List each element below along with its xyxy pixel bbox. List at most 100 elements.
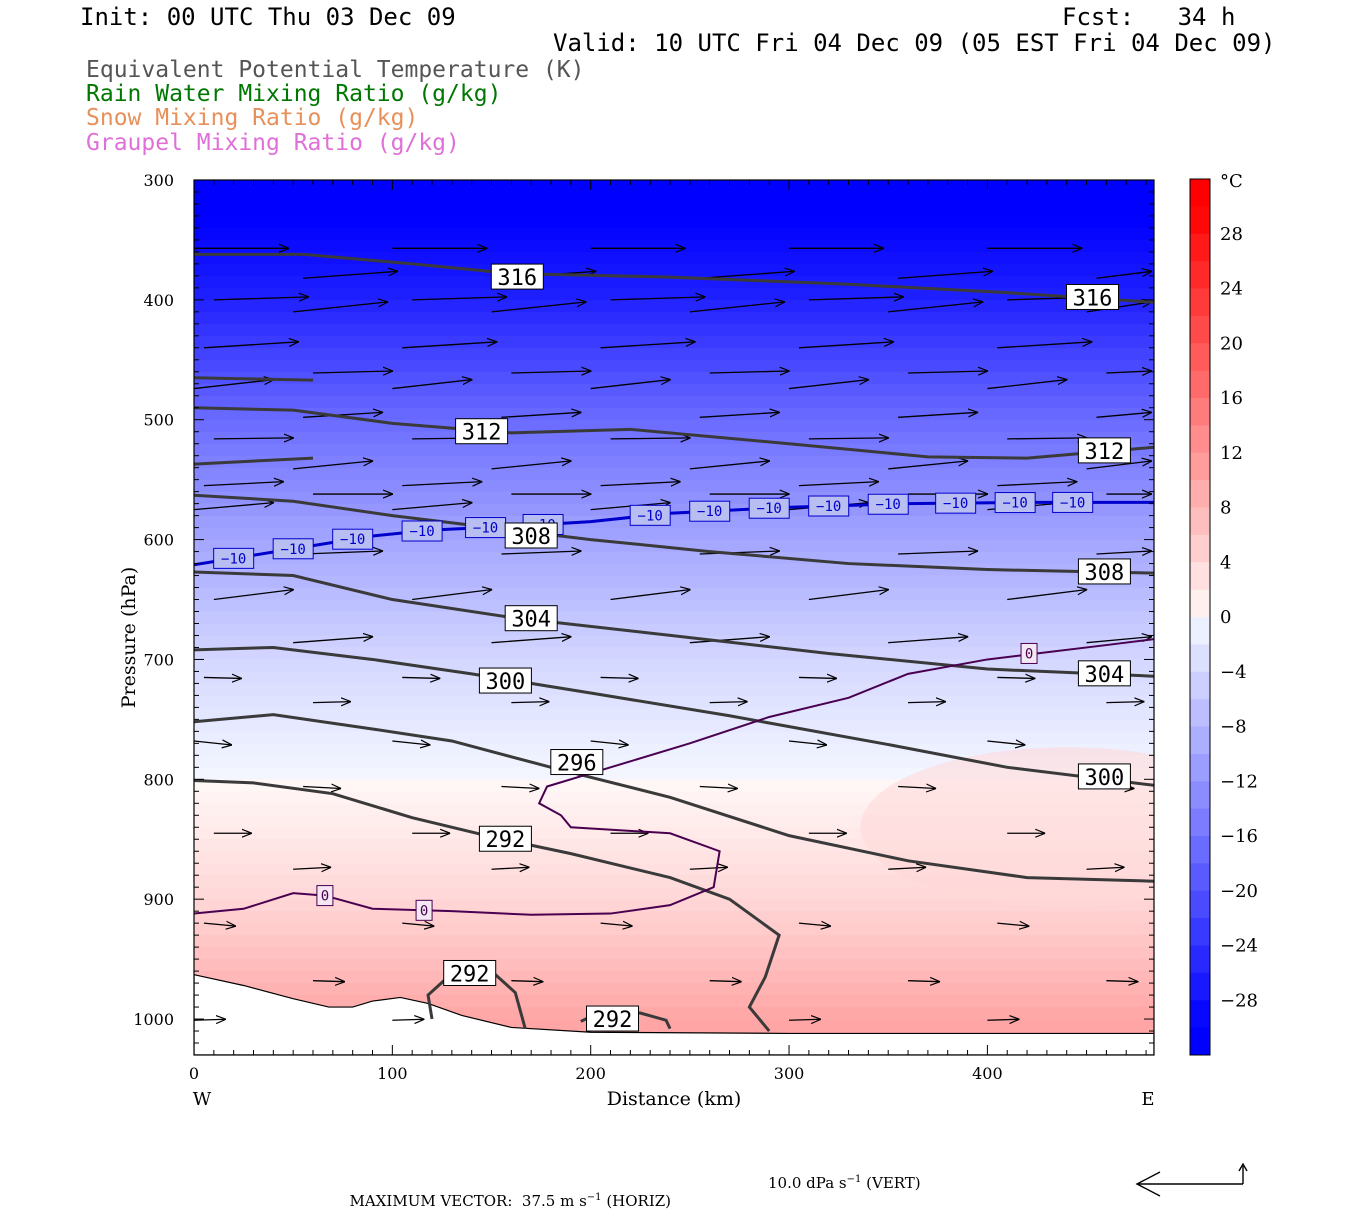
colorbar-swatch	[1190, 534, 1210, 563]
isotherm-label-box	[316, 885, 334, 907]
theta-e-label-box	[504, 605, 558, 632]
wind-vector	[789, 1019, 821, 1020]
temperature-band	[194, 575, 1154, 589]
wind-vector	[392, 503, 472, 511]
wind-vector	[788, 741, 827, 745]
cross-section-chart: −10 −10 −10 −10 −10 −10 −10 −10 −10 −10 −10 −10 −10 −…	[118, 171, 1258, 1197]
colorbar-swatch	[1190, 863, 1210, 892]
colorbar-tick-label: −4	[1220, 662, 1247, 683]
colorbar-swatch	[1190, 808, 1210, 837]
max-vector-legend: MAXIMUM VECTOR: 37.5 m s−1 (HORIZ) 10.0 …	[340, 1174, 921, 1228]
temperature-band	[194, 275, 1154, 289]
wind-vector	[997, 923, 1029, 926]
isotherm-label: −10	[1060, 495, 1085, 511]
temperature-band	[194, 359, 1154, 373]
colorbar-swatch	[1190, 644, 1210, 673]
colorbar-tick-label: 28	[1220, 224, 1243, 245]
colorbar-swatch	[1190, 1000, 1210, 1029]
isotherm-label: −10	[221, 551, 246, 567]
colorbar-frame	[1189, 178, 1211, 1056]
temperature-band	[194, 287, 1154, 301]
wind-vector	[293, 637, 373, 644]
colorbar-tick-label: −20	[1220, 881, 1258, 902]
colorbar-tick-label: 8	[1220, 498, 1231, 519]
colorbar-swatch	[1190, 589, 1210, 618]
isotherm-label-box	[629, 504, 671, 526]
colorbar-swatch	[1190, 562, 1210, 591]
wind-vector	[689, 867, 728, 869]
wind-vector	[1086, 461, 1152, 470]
wind-vector	[600, 482, 681, 486]
y-tick-label: 900	[143, 890, 174, 909]
temperature-band	[194, 371, 1154, 385]
temperature-band	[194, 419, 1154, 433]
temperature-band	[194, 899, 1154, 912]
colorbar-swatch	[1190, 343, 1210, 372]
wind-vector	[600, 677, 639, 678]
y-tick-label: 400	[143, 291, 174, 310]
colorbar-tick-label: −16	[1220, 826, 1258, 847]
theta-e-label: 316	[1073, 286, 1113, 311]
wind-vector	[412, 297, 507, 300]
colorbar-swatch	[1190, 233, 1210, 262]
temperature-band	[194, 227, 1154, 241]
temperature-band	[194, 383, 1154, 397]
theta-e-contour	[194, 252, 1154, 304]
wind-vector	[511, 702, 549, 703]
theta-e-label-box	[1077, 660, 1131, 687]
y-tick-label: 1000	[133, 1010, 174, 1029]
wind-vector	[194, 1019, 226, 1020]
wind-vector	[987, 380, 1067, 390]
temperature-band	[194, 707, 1154, 720]
temperature-band	[194, 599, 1154, 613]
wind-vector	[699, 271, 795, 279]
colorbar-swatch	[1190, 836, 1210, 864]
isotherm-label-box	[401, 520, 443, 542]
temperature-band	[194, 467, 1154, 481]
colorbar-tick-label: 4	[1220, 552, 1231, 573]
colorbar-swatch	[1190, 425, 1210, 454]
isotherm-label: −10	[876, 497, 901, 513]
temperature-band	[194, 995, 1154, 1008]
wind-vector	[293, 461, 373, 470]
wind-vector	[699, 787, 738, 789]
colorbar-swatch	[1190, 507, 1210, 536]
wind-vector	[412, 590, 492, 601]
temperature-band	[194, 347, 1154, 361]
isotherm-label-box	[935, 492, 977, 514]
wind-vector	[997, 482, 1077, 486]
isotherm-label: 0	[420, 903, 428, 919]
isotherm-label-box	[748, 497, 790, 519]
x-tick-label: 100	[377, 1064, 408, 1083]
wind-vector	[689, 302, 785, 313]
isotherm-label: −10	[409, 524, 434, 540]
temperature-band	[194, 743, 1154, 756]
wind-vector	[312, 702, 351, 703]
wind-vector	[1007, 438, 1087, 439]
wind-vector	[1096, 271, 1152, 279]
temperature-shading	[194, 180, 1154, 1055]
temperature-band	[194, 395, 1154, 409]
wind-vector	[987, 1019, 1019, 1020]
temperature-band	[194, 503, 1154, 517]
wind-vector	[491, 302, 587, 313]
temperature-band	[194, 923, 1154, 936]
temperature-band	[194, 263, 1154, 277]
colorbar-swatch	[1190, 671, 1210, 700]
wind-vector	[610, 590, 691, 601]
wind-vector	[402, 677, 440, 678]
colorbar-swatch	[1190, 945, 1210, 974]
wind-vector	[1106, 981, 1138, 982]
wind-vector	[303, 271, 398, 279]
temperature-band	[194, 191, 1154, 205]
wind-vector	[303, 412, 383, 418]
theta-e-label-box	[490, 263, 544, 290]
colorbar-tick-label: 16	[1220, 388, 1243, 409]
colorbar-swatch	[1190, 452, 1210, 481]
temperature-band	[194, 180, 1154, 193]
temperature-band	[194, 647, 1154, 660]
wind-vector	[501, 412, 581, 418]
wind-vector	[293, 867, 331, 869]
wind-vector	[898, 787, 936, 789]
isotherm-label: −10	[697, 504, 722, 520]
